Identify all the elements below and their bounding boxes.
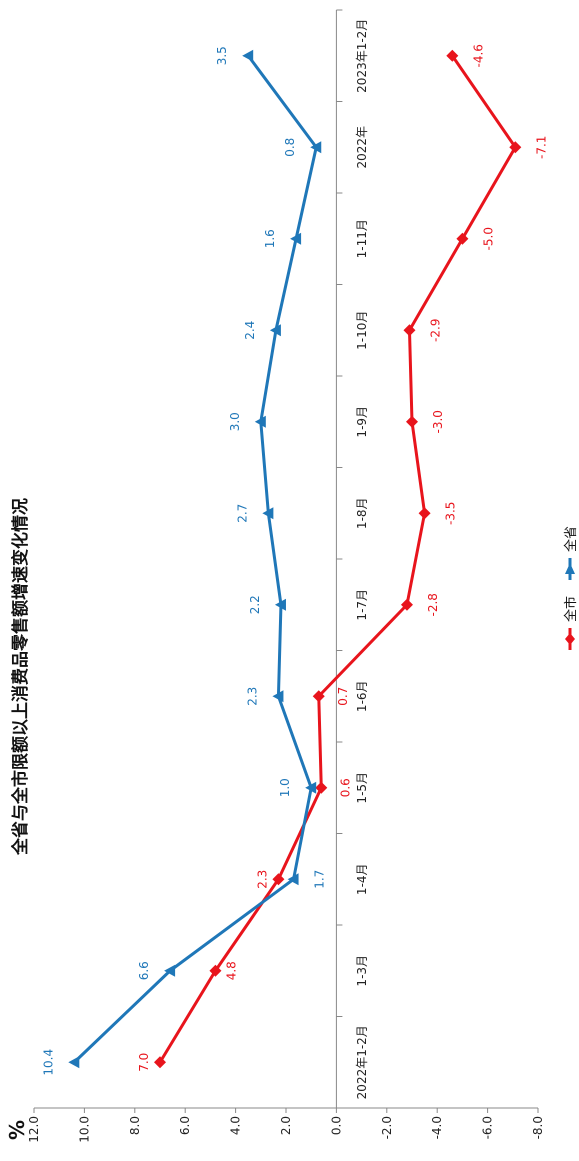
legend-marker-triangle (565, 563, 575, 574)
data-point-province (68, 1056, 80, 1069)
data-point-city (312, 690, 325, 703)
series-line-province (73, 54, 318, 1064)
data-point-province (272, 690, 284, 703)
data-label-province: 0.8 (283, 138, 297, 157)
category-label: 2022年 (355, 126, 369, 169)
data-label-city: 4.8 (224, 961, 238, 980)
data-label-province: 3.5 (215, 46, 229, 65)
data-point-province (254, 415, 266, 428)
data-label-province: 6.6 (137, 961, 151, 980)
category-label: 1-4月 (355, 863, 369, 895)
data-point-city (509, 141, 522, 154)
data-label-city: 0.7 (336, 687, 350, 706)
category-label: 1-10月 (355, 311, 369, 350)
data-label-city: -3.5 (444, 502, 458, 525)
category-label: 1-3月 (355, 955, 369, 987)
data-point-province (262, 507, 274, 520)
data-label-province: 3.0 (228, 412, 242, 431)
data-point-province (242, 49, 254, 62)
data-label-city: -7.1 (534, 136, 548, 159)
data-label-city: -5.0 (481, 227, 495, 250)
y-axis-unit-label: % (5, 1120, 29, 1140)
data-label-city: -2.8 (426, 593, 440, 616)
data-point-province (274, 598, 286, 611)
category-label: 1-5月 (355, 772, 369, 804)
data-label-city: -3.0 (431, 410, 445, 433)
data-point-city (400, 598, 413, 611)
category-label: 2023年1-2月 (355, 19, 369, 93)
data-label-city: 7.0 (137, 1053, 151, 1072)
series-line-city (158, 54, 517, 1064)
data-point-province (305, 781, 317, 794)
value-tick-label: -2.0 (380, 1116, 394, 1139)
data-point-city (456, 232, 469, 245)
value-tick-label: -6.0 (481, 1116, 495, 1139)
value-tick-label: 6.0 (178, 1116, 192, 1135)
data-point-city (272, 873, 285, 886)
category-label: 1-7月 (355, 589, 369, 621)
data-label-city: 2.3 (255, 870, 269, 889)
data-point-city (209, 964, 222, 977)
data-point-province (290, 232, 302, 245)
category-label: 1-8月 (355, 497, 369, 529)
data-point-province (269, 324, 281, 337)
data-point-city (406, 415, 418, 428)
data-label-province: 2.7 (235, 504, 249, 523)
data-label-city: -4.6 (471, 44, 485, 67)
data-label-province: 2.4 (243, 321, 257, 340)
data-label-city: 0.6 (338, 778, 352, 797)
data-label-city: -2.9 (428, 319, 442, 342)
legend-label: 全市 (563, 596, 579, 622)
category-label: 1-6月 (355, 680, 369, 712)
data-label-province: 10.4 (41, 1049, 55, 1076)
data-point-province (164, 964, 176, 977)
value-tick-label: 10.0 (77, 1116, 91, 1143)
value-tick-label: -8.0 (531, 1116, 545, 1139)
data-label-province: 1.0 (278, 778, 292, 797)
data-point-city (418, 507, 431, 520)
data-label-province: 1.6 (263, 229, 277, 248)
data-label-province: 2.3 (245, 687, 259, 706)
data-label-province: 1.7 (313, 870, 327, 889)
data-point-city (446, 49, 459, 62)
data-point-city (315, 781, 328, 794)
legend-label: 全省 (563, 526, 579, 552)
legend-marker-diamond (565, 633, 575, 645)
category-label: 2022年1-2月 (355, 1025, 369, 1099)
data-point-province (310, 141, 322, 154)
value-tick-label: 0.0 (329, 1116, 343, 1135)
data-point-city (154, 1056, 166, 1069)
data-point-city (403, 324, 416, 337)
data-label-province: 2.2 (248, 595, 262, 614)
category-label: 1-11月 (355, 219, 369, 258)
category-label: 1-9月 (355, 406, 369, 438)
value-tick-label: 8.0 (128, 1116, 142, 1135)
value-tick-label: 12.0 (27, 1116, 41, 1143)
value-tick-label: 4.0 (229, 1116, 243, 1135)
data-point-province (287, 873, 299, 886)
value-tick-label: -4.0 (430, 1116, 444, 1139)
value-tick-label: 2.0 (279, 1116, 293, 1135)
